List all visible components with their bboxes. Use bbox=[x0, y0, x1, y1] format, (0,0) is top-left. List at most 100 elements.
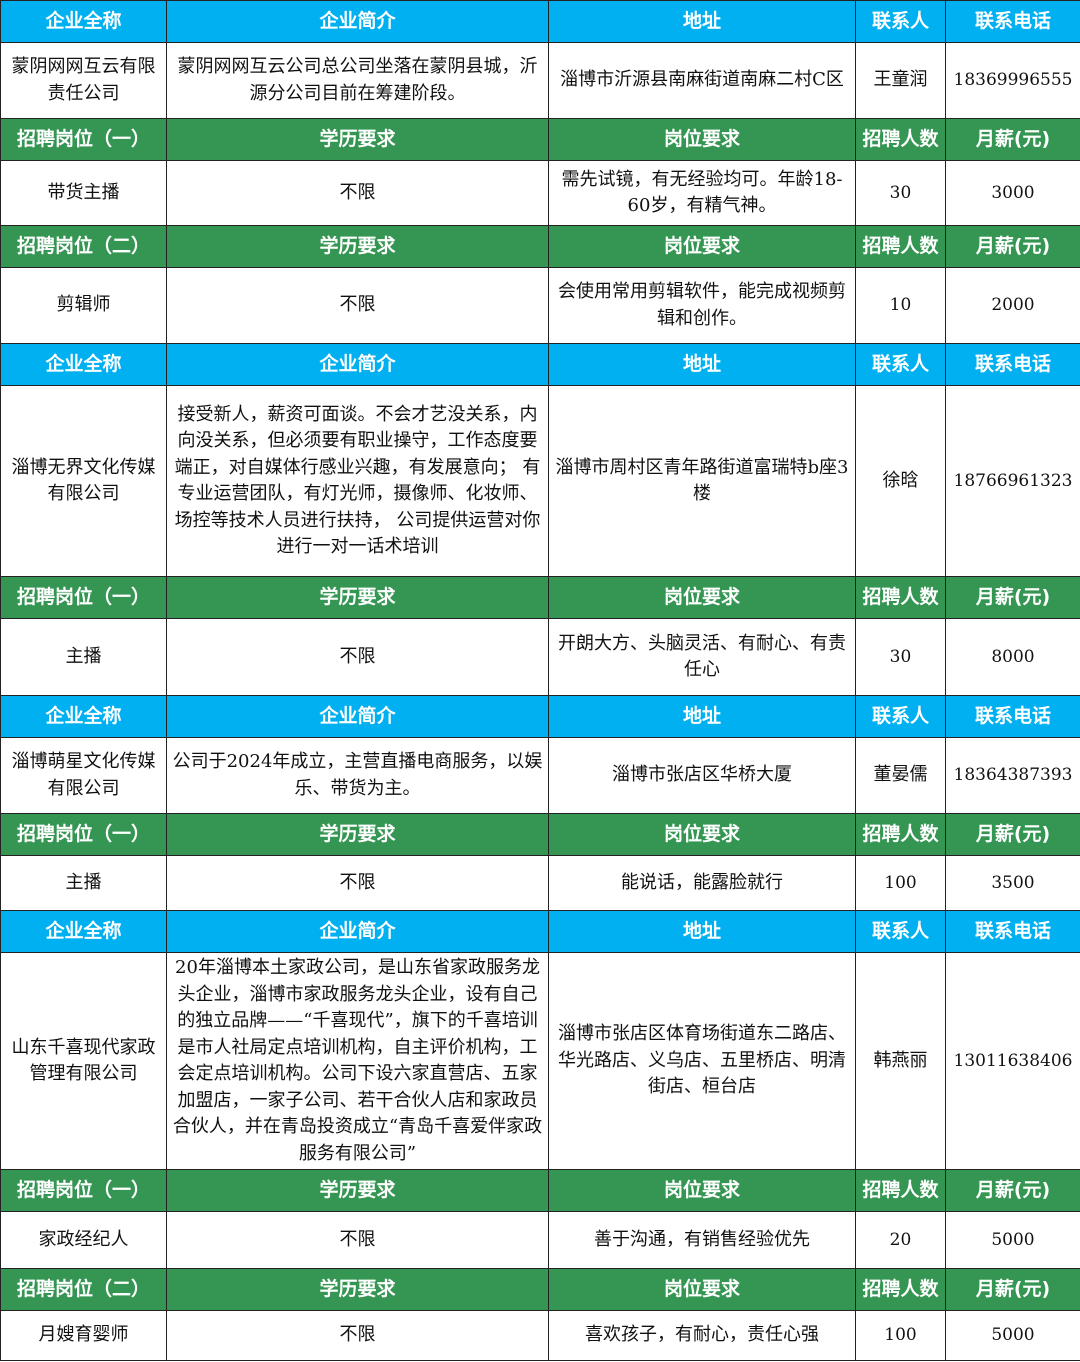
company-contact: 徐晗 bbox=[855, 385, 946, 577]
position-row: 主播 不限 能说话，能露脸就行 100 3500 bbox=[0, 855, 1080, 911]
salary: 8000 bbox=[945, 618, 1080, 696]
address-header: 地址 bbox=[548, 0, 856, 43]
education: 不限 bbox=[166, 1310, 549, 1361]
company-phone: 13011638406 bbox=[945, 952, 1080, 1170]
requirements-header: 岗位要求 bbox=[548, 1268, 856, 1311]
position-name: 主播 bbox=[0, 855, 167, 911]
headcount-header: 招聘人数 bbox=[855, 576, 946, 619]
requirements-header: 岗位要求 bbox=[548, 1169, 856, 1212]
education: 不限 bbox=[166, 855, 549, 911]
position-name: 家政经纪人 bbox=[0, 1211, 167, 1269]
phone-header: 联系电话 bbox=[945, 343, 1080, 386]
address-header: 地址 bbox=[548, 910, 856, 953]
company-intro-header: 企业简介 bbox=[166, 343, 549, 386]
salary: 5000 bbox=[945, 1310, 1080, 1361]
company-name-header: 企业全称 bbox=[0, 0, 167, 43]
headcount: 30 bbox=[855, 618, 946, 696]
headcount: 100 bbox=[855, 855, 946, 911]
salary-header: 月薪(元) bbox=[945, 576, 1080, 619]
headcount-header: 招聘人数 bbox=[855, 813, 946, 856]
company-row: 淄博萌星文化传媒有限公司 公司于2024年成立，主营直播电商服务，以娱乐、带货为主… bbox=[0, 737, 1080, 814]
requirements: 会使用常用剪辑软件，能完成视频剪辑和创作。 bbox=[548, 267, 856, 344]
company-intro: 20年淄博本土家政公司，是山东省家政服务龙头企业，淄博市家政服务龙头企业，设有自… bbox=[166, 952, 549, 1170]
requirements: 开朗大方、头脑灵活、有耐心、有责任心 bbox=[548, 618, 856, 696]
education: 不限 bbox=[166, 618, 549, 696]
position-header-row: 招聘岗位（一） 学历要求 岗位要求 招聘人数 月薪(元) bbox=[0, 813, 1080, 856]
position-row: 主播 不限 开朗大方、头脑灵活、有耐心、有责任心 30 8000 bbox=[0, 618, 1080, 696]
company-contact: 韩燕丽 bbox=[855, 952, 946, 1170]
position-header: 招聘岗位（一） bbox=[0, 576, 167, 619]
position-row: 带货主播 不限 需先试镜，有无经验均可。年龄18-60岁，有精气神。 30 3000 bbox=[0, 160, 1080, 226]
headcount: 20 bbox=[855, 1211, 946, 1269]
company-row: 山东千喜现代家政管理有限公司 20年淄博本土家政公司，是山东省家政服务龙头企业，淄… bbox=[0, 952, 1080, 1170]
company-phone: 18369996555 bbox=[945, 42, 1080, 119]
company-intro: 公司于2024年成立，主营直播电商服务，以娱乐、带货为主。 bbox=[166, 737, 549, 814]
requirements-header: 岗位要求 bbox=[548, 576, 856, 619]
requirements: 能说话，能露脸就行 bbox=[548, 855, 856, 911]
contact-header: 联系人 bbox=[855, 343, 946, 386]
headcount-header: 招聘人数 bbox=[855, 118, 946, 161]
headcount-header: 招聘人数 bbox=[855, 1268, 946, 1311]
phone-header: 联系电话 bbox=[945, 0, 1080, 43]
position-name: 主播 bbox=[0, 618, 167, 696]
company-contact: 董晏儒 bbox=[855, 737, 946, 814]
phone-header: 联系电话 bbox=[945, 695, 1080, 738]
company-phone: 18364387393 bbox=[945, 737, 1080, 814]
company-name-header: 企业全称 bbox=[0, 910, 167, 953]
requirements: 喜欢孩子，有耐心，责任心强 bbox=[548, 1310, 856, 1361]
company-intro-header: 企业简介 bbox=[166, 910, 549, 953]
company-contact: 王童润 bbox=[855, 42, 946, 119]
salary: 2000 bbox=[945, 267, 1080, 344]
headcount: 100 bbox=[855, 1310, 946, 1361]
company-intro-header: 企业简介 bbox=[166, 0, 549, 43]
education-header: 学历要求 bbox=[166, 576, 549, 619]
requirements-header: 岗位要求 bbox=[548, 813, 856, 856]
position-header-row: 招聘岗位（一） 学历要求 岗位要求 招聘人数 月薪(元) bbox=[0, 576, 1080, 619]
position-header: 招聘岗位（一） bbox=[0, 813, 167, 856]
salary-header: 月薪(元) bbox=[945, 118, 1080, 161]
salary-header: 月薪(元) bbox=[945, 813, 1080, 856]
company-address: 淄博市沂源县南麻街道南麻二村C区 bbox=[548, 42, 856, 119]
position-name: 剪辑师 bbox=[0, 267, 167, 344]
headcount: 10 bbox=[855, 267, 946, 344]
requirements-header: 岗位要求 bbox=[548, 118, 856, 161]
education: 不限 bbox=[166, 267, 549, 344]
education-header: 学历要求 bbox=[166, 225, 549, 268]
company-intro: 蒙阴网网互云公司总公司坐落在蒙阴县城，沂源分公司目前在筹建阶段。 bbox=[166, 42, 549, 119]
position-row: 剪辑师 不限 会使用常用剪辑软件，能完成视频剪辑和创作。 10 2000 bbox=[0, 267, 1080, 344]
education-header: 学历要求 bbox=[166, 813, 549, 856]
salary-header: 月薪(元) bbox=[945, 1169, 1080, 1212]
phone-header: 联系电话 bbox=[945, 910, 1080, 953]
company-header-row: 企业全称 企业简介 地址 联系人 联系电话 bbox=[0, 343, 1080, 386]
position-header: 招聘岗位（一） bbox=[0, 118, 167, 161]
position-name: 月嫂育婴师 bbox=[0, 1310, 167, 1361]
position-header-row: 招聘岗位（二） 学历要求 岗位要求 招聘人数 月薪(元) bbox=[0, 1268, 1080, 1311]
headcount-header: 招聘人数 bbox=[855, 225, 946, 268]
education-header: 学历要求 bbox=[166, 1169, 549, 1212]
company-phone: 18766961323 bbox=[945, 385, 1080, 577]
education-header: 学历要求 bbox=[166, 1268, 549, 1311]
company-name-header: 企业全称 bbox=[0, 343, 167, 386]
position-header-row: 招聘岗位（一） 学历要求 岗位要求 招聘人数 月薪(元) bbox=[0, 1169, 1080, 1212]
headcount-header: 招聘人数 bbox=[855, 1169, 946, 1212]
headcount: 30 bbox=[855, 160, 946, 226]
position-row: 家政经纪人 不限 善于沟通，有销售经验优先 20 5000 bbox=[0, 1211, 1080, 1269]
company-header-row: 企业全称 企业简介 地址 联系人 联系电话 bbox=[0, 910, 1080, 953]
education: 不限 bbox=[166, 1211, 549, 1269]
position-header: 招聘岗位（一） bbox=[0, 1169, 167, 1212]
company-name-header: 企业全称 bbox=[0, 695, 167, 738]
contact-header: 联系人 bbox=[855, 695, 946, 738]
company-header-row: 企业全称 企业简介 地址 联系人 联系电话 bbox=[0, 695, 1080, 738]
requirements: 需先试镜，有无经验均可。年龄18-60岁，有精气神。 bbox=[548, 160, 856, 226]
position-header: 招聘岗位（二） bbox=[0, 1268, 167, 1311]
requirements: 善于沟通，有销售经验优先 bbox=[548, 1211, 856, 1269]
company-header-row: 企业全称 企业简介 地址 联系人 联系电话 bbox=[0, 0, 1080, 43]
company-name: 山东千喜现代家政管理有限公司 bbox=[0, 952, 167, 1170]
company-intro-header: 企业简介 bbox=[166, 695, 549, 738]
position-row: 月嫂育婴师 不限 喜欢孩子，有耐心，责任心强 100 5000 bbox=[0, 1310, 1080, 1361]
salary-header: 月薪(元) bbox=[945, 225, 1080, 268]
salary: 3000 bbox=[945, 160, 1080, 226]
position-name: 带货主播 bbox=[0, 160, 167, 226]
salary-header: 月薪(元) bbox=[945, 1268, 1080, 1311]
